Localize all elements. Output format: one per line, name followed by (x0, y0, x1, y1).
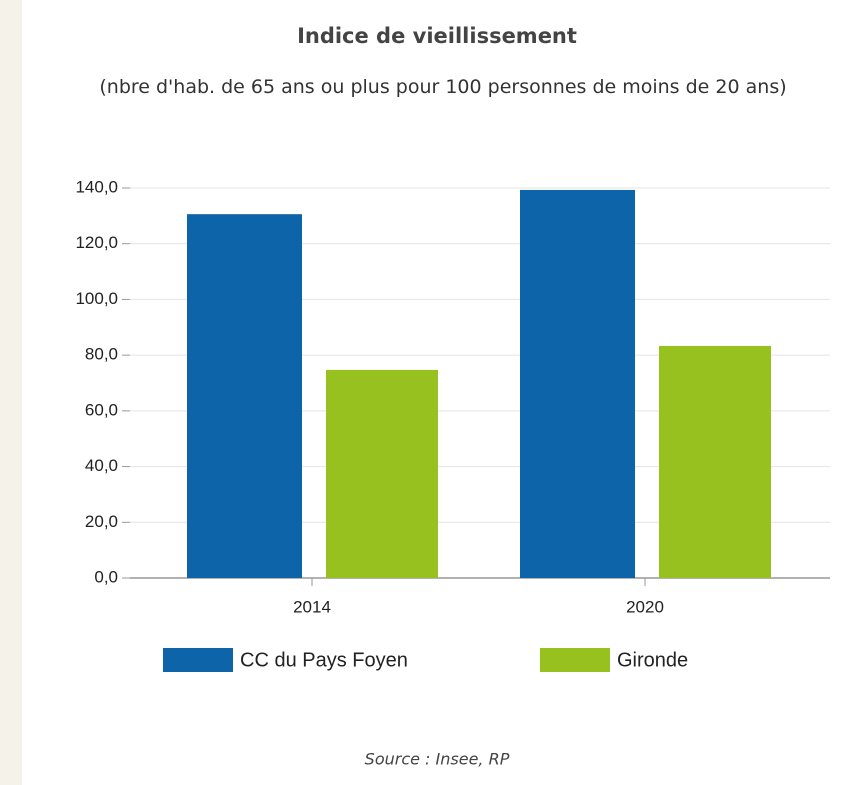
x-tick-label: 2020 (626, 597, 664, 616)
chart-subtitle: (nbre d'hab. de 65 ans ou plus pour 100 … (99, 76, 787, 98)
bar (520, 189, 635, 578)
y-tick-label: 80,0 (85, 345, 118, 364)
legend-swatch (163, 648, 233, 672)
legend-swatch (540, 648, 610, 672)
legend-label: Gironde (617, 649, 688, 671)
bar (187, 214, 302, 578)
legend-label: CC du Pays Foyen (240, 649, 408, 671)
y-tick-label: 60,0 (85, 400, 118, 419)
bar (326, 369, 438, 578)
bar (659, 345, 771, 578)
y-tick-label: 0,0 (94, 567, 118, 586)
x-tick-label: 2014 (293, 597, 331, 616)
source: Source : Insee, RP (365, 750, 510, 769)
y-tick-label: 20,0 (85, 512, 118, 531)
y-tick-label: 100,0 (75, 289, 118, 308)
y-tick-label: 120,0 (75, 233, 118, 252)
chart-title: Indice de vieillissement (297, 24, 577, 48)
y-tick-label: 40,0 (85, 456, 118, 475)
y-tick-label: 140,0 (75, 177, 118, 196)
